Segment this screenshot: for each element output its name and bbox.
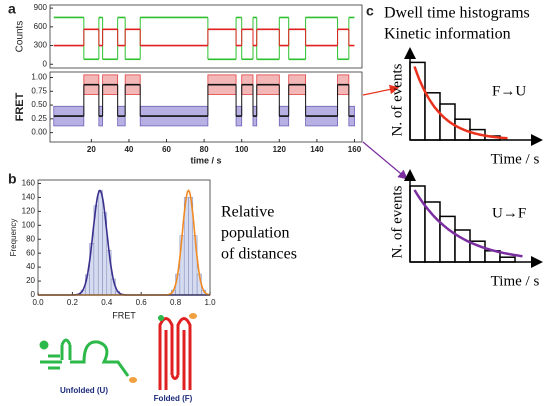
panel-title: Kinetic information — [384, 26, 511, 43]
y-tick-label: 0.00 — [31, 128, 47, 137]
y-axis-label: FRET — [14, 92, 26, 121]
structure-label: Folded (F) — [154, 394, 193, 403]
y-tick-label: 0.50 — [31, 100, 47, 109]
y-tick-label: 900 — [34, 3, 48, 12]
y-tick-label: 120 — [22, 206, 36, 215]
annotation: U→F — [492, 205, 526, 221]
panel-letter: b — [8, 171, 17, 187]
hist-bar — [439, 103, 456, 141]
y-tick-label: 160 — [22, 179, 36, 188]
y-tick-label: 20 — [26, 276, 35, 285]
y-tick-label: 80 — [26, 234, 35, 243]
y-tick-label: 100 — [22, 220, 36, 229]
x-tick-label: 140 — [310, 145, 324, 154]
y-tick-label: 0 — [31, 290, 36, 299]
x-axis-label: FRET — [112, 310, 136, 320]
panel-letter: a — [8, 1, 16, 17]
y-tick-label: 140 — [22, 193, 36, 202]
annotation: of distances — [221, 246, 297, 263]
x-tick-label: 100 — [235, 145, 249, 154]
plot-frame — [49, 71, 363, 143]
y-tick-label: 0.25 — [31, 114, 47, 123]
x-tick-label: 120 — [273, 145, 287, 154]
folded-structure — [158, 317, 192, 390]
y-tick-label: 0 — [43, 59, 48, 68]
annotation: population — [221, 225, 289, 242]
dye — [158, 315, 164, 321]
x-tick-label: 1.0 — [204, 298, 216, 307]
link-arrow — [362, 141, 408, 180]
y-tick-label: 1.00 — [31, 73, 47, 82]
x-tick-label: 0.0 — [32, 298, 44, 307]
decay-fit — [413, 189, 523, 258]
x-tick-label: 0.4 — [101, 298, 113, 307]
x-axis-label: time / s — [190, 155, 221, 165]
hist-bar — [424, 92, 441, 141]
dye — [189, 313, 197, 319]
y-tick-label: 300 — [34, 41, 48, 50]
y-axis-label: N. of events — [389, 63, 405, 136]
x-tick-label: 0.6 — [136, 298, 148, 307]
dye — [129, 377, 137, 383]
x-tick-label: 20 — [87, 145, 96, 154]
y-axis-label: Frequency — [9, 219, 18, 257]
hist-bar — [424, 201, 441, 263]
panel-title: Dwell time histograms — [384, 5, 530, 22]
y-tick-label: 60 — [26, 248, 35, 257]
y-tick-label: 600 — [34, 22, 48, 31]
y-axis-label: Counts — [15, 21, 26, 53]
link-arrow — [362, 84, 400, 96]
plot-frame — [49, 4, 363, 69]
x-axis-label: Time / s — [491, 273, 540, 289]
decay-fit — [413, 66, 508, 140]
y-axis-label: N. of events — [389, 185, 405, 258]
x-tick-label: 80 — [200, 145, 209, 154]
structure-label: Unfolded (U) — [60, 386, 108, 395]
x-tick-label: 0.2 — [67, 298, 79, 307]
x-tick-label: 60 — [162, 145, 171, 154]
plot-frame — [37, 179, 211, 296]
x-tick-label: 160 — [348, 145, 362, 154]
x-axis-label: Time / s — [491, 151, 540, 167]
annotation: F→U — [492, 83, 526, 99]
hist-bar — [409, 185, 426, 263]
hist-bar — [97, 190, 103, 296]
y-tick-label: 0.75 — [31, 86, 47, 95]
panel-letter: c — [366, 3, 374, 19]
x-tick-label: 0.8 — [170, 298, 182, 307]
y-tick-label: 40 — [26, 262, 35, 271]
x-tick-label: 40 — [124, 145, 133, 154]
unfolded-structure — [39, 338, 130, 377]
annotation: Relative — [221, 204, 274, 221]
